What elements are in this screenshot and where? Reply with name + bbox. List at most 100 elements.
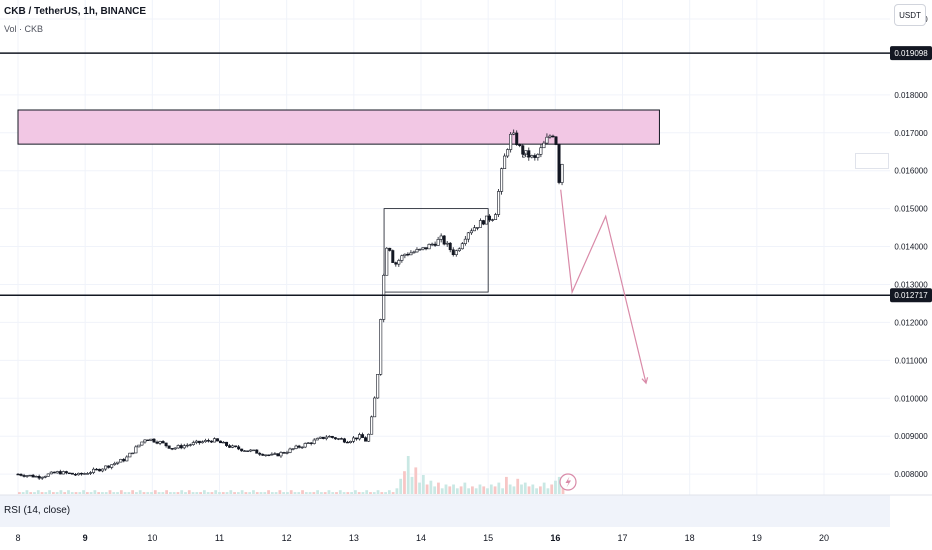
volume-bar bbox=[131, 490, 135, 494]
candle-body bbox=[225, 441, 229, 446]
lightning-icon[interactable] bbox=[559, 473, 577, 491]
candle-body bbox=[200, 441, 204, 444]
chart-background bbox=[0, 0, 890, 495]
price-tick-label: 0.010000 bbox=[894, 394, 928, 403]
candle-body bbox=[348, 440, 352, 443]
candle-body bbox=[406, 253, 410, 256]
volume-bar bbox=[429, 480, 433, 494]
volume-bar bbox=[255, 492, 259, 494]
volume-bar bbox=[225, 492, 229, 494]
range-box-rect bbox=[383, 208, 489, 293]
volume-bar bbox=[418, 482, 421, 494]
volume-bar bbox=[82, 490, 85, 494]
candle-body bbox=[370, 416, 374, 435]
volume-bar bbox=[187, 490, 191, 494]
candle-body bbox=[249, 449, 253, 452]
volume-bar bbox=[448, 486, 452, 494]
candle-body bbox=[279, 452, 283, 457]
volume-bar bbox=[406, 456, 410, 494]
candle-body bbox=[82, 473, 86, 475]
candle-body bbox=[92, 468, 96, 473]
projection-arrowhead bbox=[641, 377, 649, 385]
volume-bar bbox=[191, 492, 195, 494]
volume-bar bbox=[527, 486, 531, 494]
candle-body bbox=[16, 473, 20, 476]
volume-bar bbox=[206, 492, 210, 494]
time-tick-label: 8 bbox=[15, 533, 20, 543]
time-tick-label: 14 bbox=[416, 533, 426, 543]
candle-body bbox=[445, 242, 449, 245]
volume-bar bbox=[384, 492, 387, 494]
candle-body bbox=[309, 442, 313, 444]
candle-body bbox=[52, 471, 56, 474]
time-tick-label: 15 bbox=[483, 533, 493, 543]
time-tick-label: 13 bbox=[349, 533, 359, 543]
volume-bar bbox=[36, 490, 40, 494]
volume-bar bbox=[459, 486, 463, 494]
volume-bar bbox=[67, 490, 70, 494]
candle-body bbox=[67, 472, 71, 475]
price-tick-label: 0.011000 bbox=[895, 356, 928, 365]
candle-body bbox=[421, 247, 425, 250]
price-tick-label: 0.012000 bbox=[894, 318, 928, 327]
time-tick-label: 11 bbox=[215, 533, 224, 543]
candle-body bbox=[194, 440, 198, 443]
candle-body bbox=[228, 445, 232, 448]
candle-body bbox=[463, 238, 467, 244]
volume-bar bbox=[218, 492, 221, 494]
volume-bar bbox=[353, 490, 357, 494]
candle-body bbox=[430, 243, 434, 246]
candle-body bbox=[179, 445, 183, 449]
candle-body bbox=[521, 145, 525, 155]
candle-body bbox=[46, 473, 50, 477]
volume-bar bbox=[108, 490, 112, 494]
candle-body bbox=[285, 452, 289, 454]
volume-bar bbox=[489, 484, 493, 494]
volume-bar bbox=[316, 490, 320, 494]
volume-bar bbox=[542, 482, 546, 494]
candle-body bbox=[512, 132, 516, 135]
projection-line bbox=[560, 189, 647, 384]
volume-bar bbox=[210, 492, 214, 494]
volume-bar bbox=[44, 492, 48, 494]
price-tick-label: 0.016000 bbox=[894, 167, 928, 176]
candle-body bbox=[125, 456, 129, 462]
time-axis[interactable]: 8 9 10 11 12 13 14 15 16 17 18 19 20 bbox=[15, 533, 829, 543]
currency-button[interactable]: USDT bbox=[894, 4, 926, 26]
candle-body bbox=[206, 440, 210, 442]
volume-bar bbox=[493, 486, 497, 494]
candle-body bbox=[252, 449, 256, 452]
candle-body bbox=[415, 249, 419, 253]
volume-bar bbox=[297, 492, 301, 494]
candle-body bbox=[442, 235, 446, 245]
candle-body bbox=[391, 250, 395, 263]
price-tick-label: 0.018000 bbox=[894, 91, 928, 100]
candle-body bbox=[110, 464, 114, 468]
volume-bar bbox=[146, 492, 150, 494]
volume-bar bbox=[546, 488, 550, 494]
candle-body bbox=[548, 135, 552, 138]
candle-body bbox=[454, 250, 458, 255]
price-axis[interactable]: 0.0200000.0180000.0170000.0160000.015000… bbox=[894, 15, 928, 479]
volume-bar bbox=[165, 490, 169, 494]
volume-bar bbox=[520, 484, 523, 494]
volume-bar bbox=[482, 486, 486, 494]
volume-bar bbox=[531, 484, 535, 494]
candle-body bbox=[79, 472, 83, 475]
volume-bar bbox=[184, 492, 187, 494]
range-box bbox=[383, 208, 489, 293]
candle-body bbox=[418, 248, 422, 251]
candle-body bbox=[270, 453, 274, 456]
rsi-panel[interactable] bbox=[0, 495, 890, 527]
volume-bar bbox=[74, 492, 78, 494]
candle-body bbox=[451, 249, 455, 255]
candle-body bbox=[560, 163, 564, 183]
candle-body bbox=[291, 448, 295, 450]
candle-body bbox=[73, 473, 77, 476]
candle-body bbox=[58, 471, 62, 475]
candle-body bbox=[388, 247, 392, 251]
candle-body bbox=[31, 474, 35, 478]
candle-body bbox=[364, 437, 368, 442]
volume-bar bbox=[104, 492, 108, 494]
